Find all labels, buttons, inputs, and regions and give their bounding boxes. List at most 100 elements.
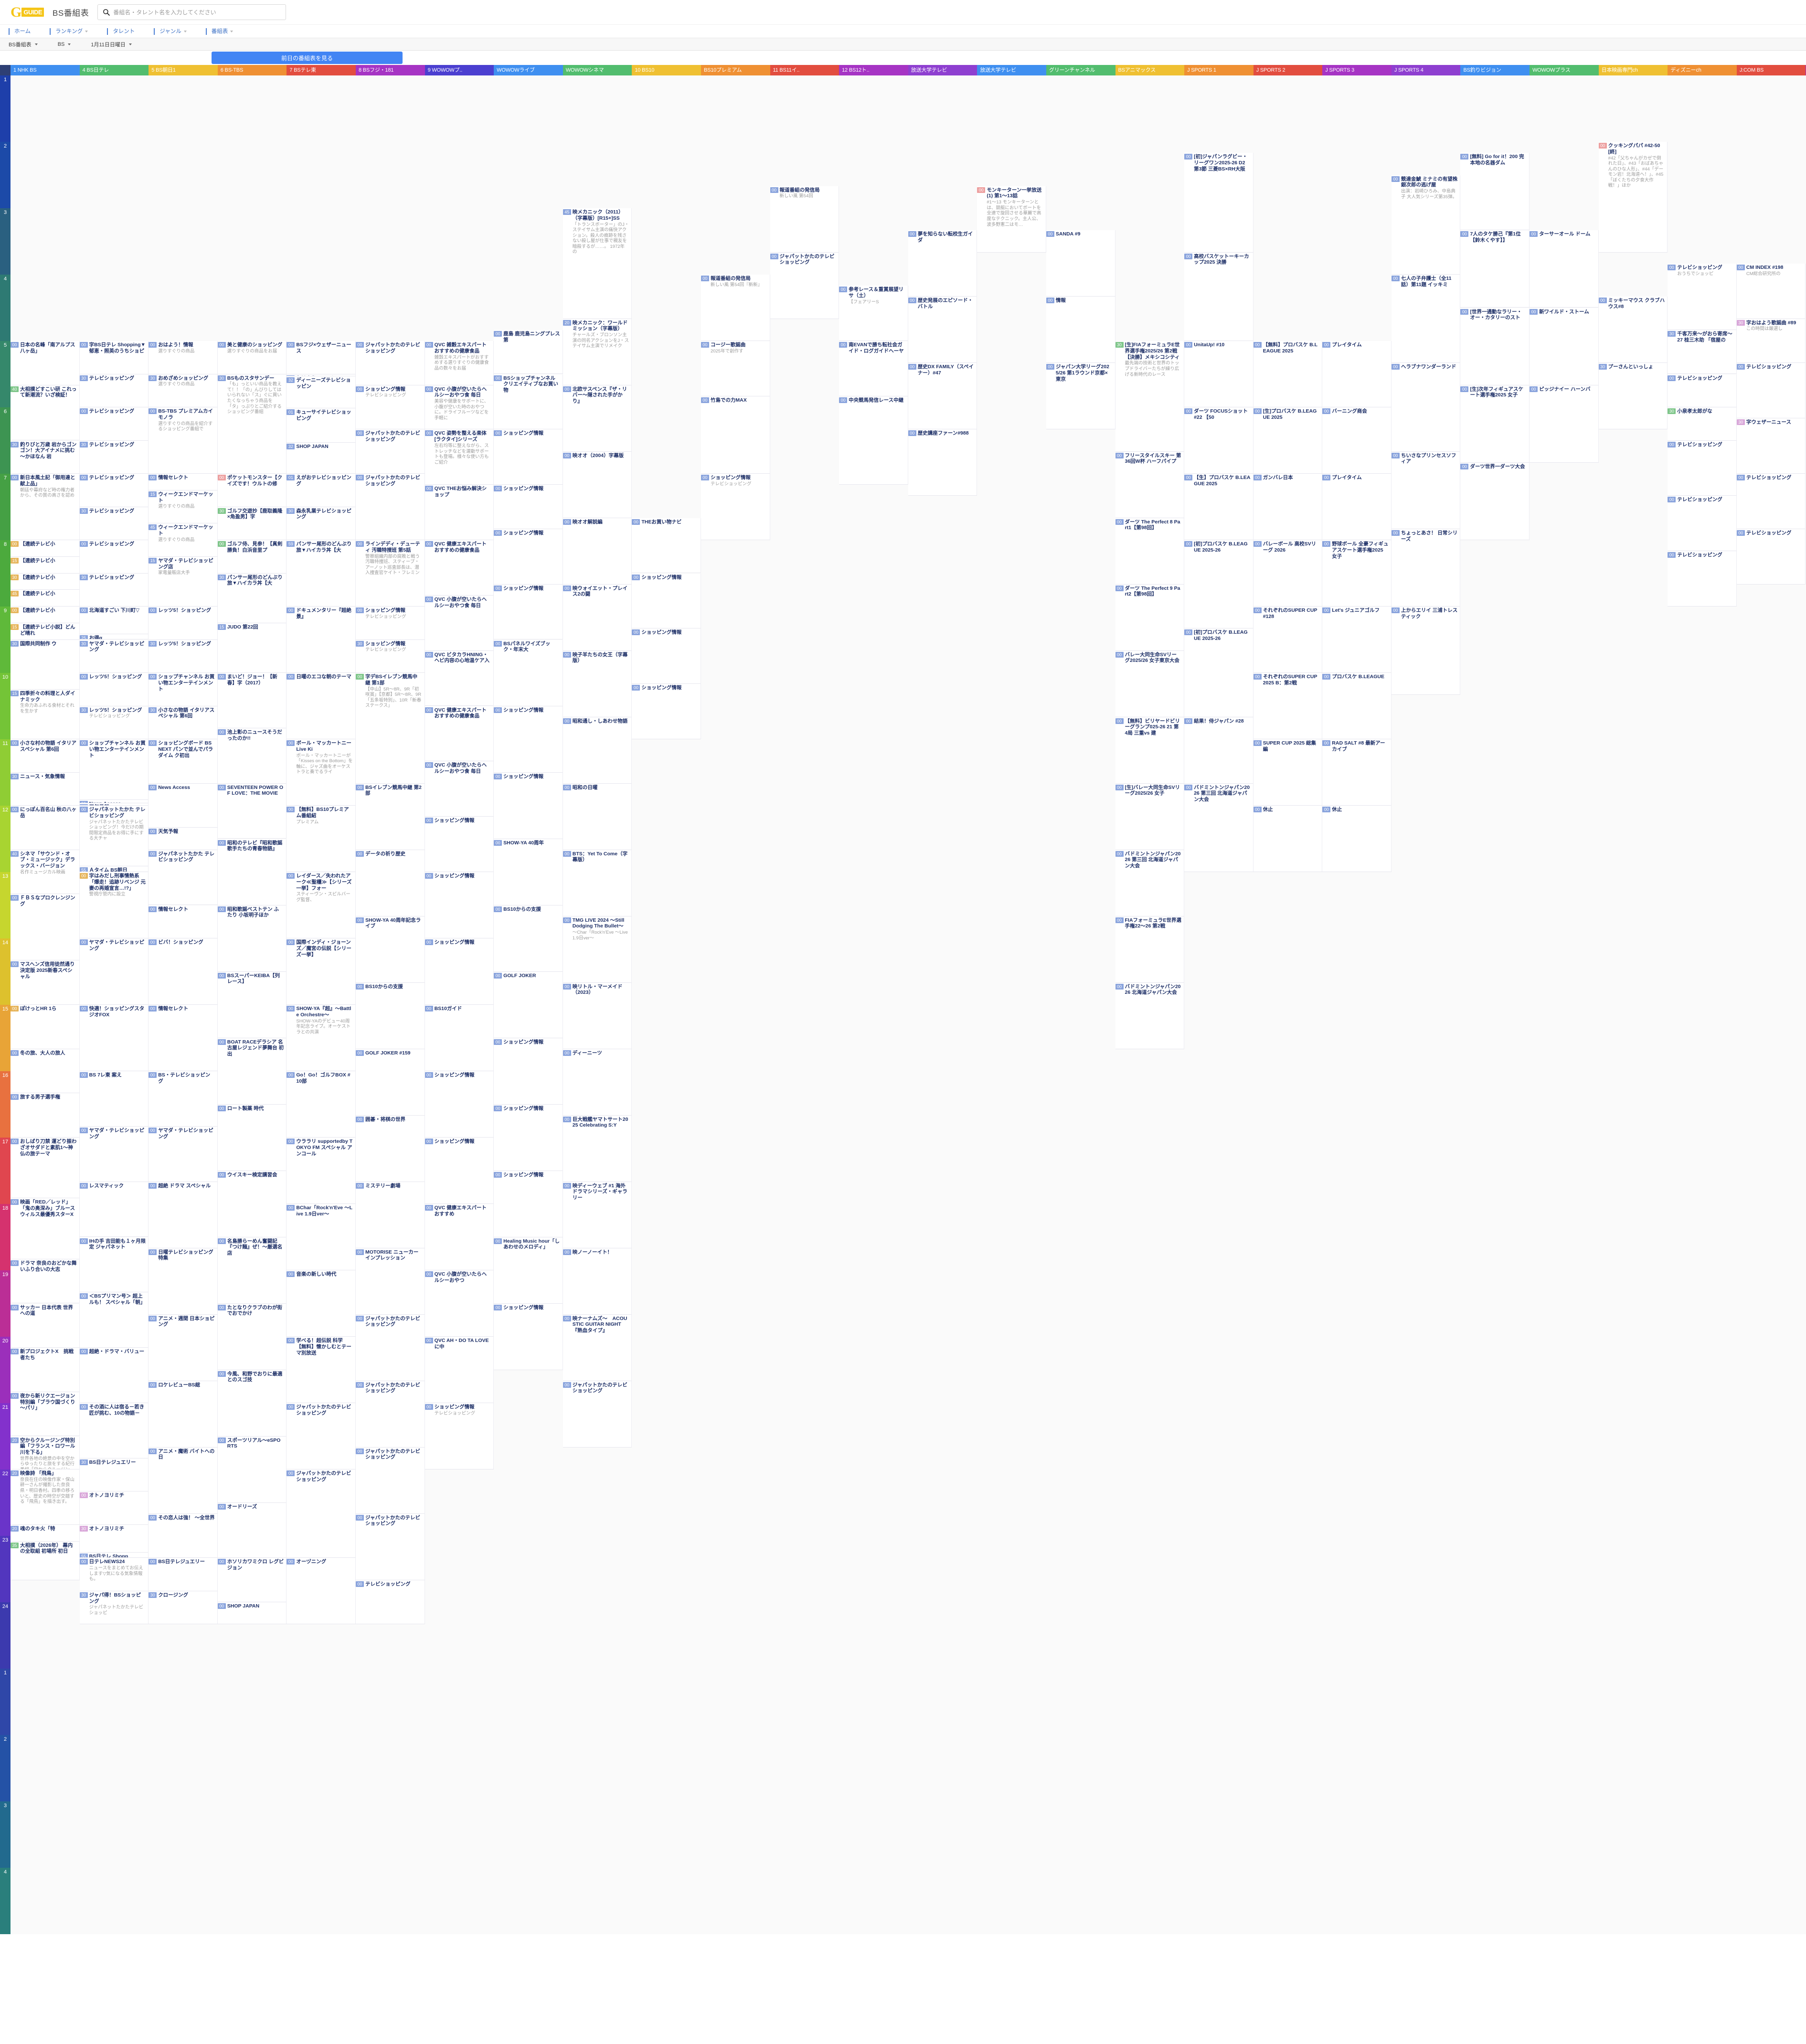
program-cell[interactable]: 00 競達金鯱 ミナミの有望株 銀次郎の逃げ屋 出演：岩崎ひろみ、中島典子 大人気シ… xyxy=(1391,175,1461,275)
program-cell[interactable]: 00 ぽけっとHR 1ら xyxy=(11,1005,80,1049)
program-cell[interactable]: 00 映ディーウェブ #1 海外ドラマシリーズ・ギャラリー xyxy=(563,1182,632,1248)
program-cell[interactable]: 00 学べる！超伝説 科学 【無料】懐かしむとテーマ別放送 xyxy=(287,1337,356,1403)
program-cell[interactable]: 45 映メカニック（2011）（字幕版）[R15+]SS 「トランスポーター」のJ・… xyxy=(563,208,632,319)
program-cell[interactable]: 00 アニメ・魔術 バイトへの日 xyxy=(149,1447,218,1514)
program-cell[interactable]: 00 ちいさなプリンセスソフィア xyxy=(1391,451,1461,529)
program-cell[interactable]: 00 今風、和野でおりに最適とのスゴ技 xyxy=(217,1370,287,1437)
program-cell[interactable]: 30おはようBSフジ xyxy=(287,374,356,377)
program-cell[interactable]: 00 ジャパットかたのテレビショッピング xyxy=(287,1403,356,1469)
program-cell[interactable]: 00 BS10からの支援 xyxy=(355,982,425,1049)
program-cell[interactable]: 00 テレビショッピング おうちでショッピ xyxy=(1668,263,1737,330)
program-cell[interactable]: 00 Let's ジュニアゴルフ xyxy=(1322,607,1392,673)
channel-header-16[interactable]: BSアニマックス xyxy=(1115,65,1185,75)
site-logo[interactable]: G GUIDE xyxy=(11,5,44,20)
program-cell[interactable]: 00 SHOW-YA 40周年記念ライブ xyxy=(355,916,425,983)
program-cell[interactable]: 00 快適！ショッピングスタジオFOX xyxy=(79,1005,149,1071)
program-cell[interactable]: 00 昭和のテレビ『昭和歌謡 歌手たちの青春物語』 xyxy=(217,839,287,905)
program-cell[interactable]: 00 映オオ解説編 xyxy=(563,518,632,585)
program-cell[interactable]: 15 【連続テレビ小説】どんど晴れ xyxy=(11,623,80,640)
program-cell[interactable]: 00 北海道すごい 下川町▽ xyxy=(79,607,149,634)
program-cell[interactable]: 30 【連続テレビ小 xyxy=(11,573,80,590)
program-cell[interactable]: 00 QVC 小腹が空いたらヘルシーおやつ食 毎日 美容や健康をサポートに、小腹が空… xyxy=(425,385,494,430)
program-cell[interactable]: 00 フリースタイルスキー 第36回W杯 ハーフパイプ xyxy=(1115,451,1185,518)
program-cell[interactable]: 00 ショッピング情報 テレビショッピング xyxy=(355,607,425,640)
program-cell[interactable]: 40 シネマ「サウンド・オブ・ミュージック」デラックス・バージョン 名作ミュージカル… xyxy=(11,850,80,894)
program-cell[interactable]: 00 ショッピング情報 xyxy=(494,584,563,640)
program-cell[interactable]: 00 新プロジェクトX 挑戦者たち xyxy=(11,1348,80,1392)
program-cell[interactable]: 00 冬の旅、大人の旅人 xyxy=(11,1049,80,1094)
program-cell[interactable]: 00 ドラマ 奈良のおどかな舞いふり合いの大志 xyxy=(11,1259,80,1304)
search-box[interactable] xyxy=(97,4,287,20)
program-cell[interactable]: 00 ダーツ FOCUSショット #22 【50 xyxy=(1184,407,1254,474)
program-cell[interactable]: 00 ジャパットかたのテレビショッピング xyxy=(355,474,425,540)
channel-header-23[interactable]: 日本映画専門ch xyxy=(1598,65,1668,75)
program-cell[interactable]: 00 7人のタケ勝己『第1位 【鈴木くやす】】 xyxy=(1460,230,1530,308)
program-cell[interactable]: 00 コージー歌謡曲 2025年で創作す xyxy=(701,341,770,396)
program-cell[interactable]: 00 バーニング商会 xyxy=(1322,407,1392,474)
program-cell[interactable]: 00 RAD SALT #8 最新アーカイブ xyxy=(1322,739,1392,806)
program-cell[interactable]: 00 BTS：Yet To Come（字幕版） xyxy=(563,850,632,916)
channel-header-9[interactable]: 10 BS10 xyxy=(632,65,701,75)
program-cell[interactable]: 00 ショッピング情報 xyxy=(425,817,494,872)
program-cell[interactable]: 30 字ウェザーニュース xyxy=(1736,418,1806,474)
channel-header-8[interactable]: WOWOWシネマ xyxy=(563,65,632,75)
program-cell[interactable]: 00 音楽の新しい時代 xyxy=(287,1270,356,1337)
program-cell[interactable]: 00 [生]次年フィギュアスケート選手権2025 女子 xyxy=(1460,385,1530,463)
program-cell[interactable]: 00 ショッピング情報 xyxy=(494,1038,563,1105)
program-cell[interactable]: 00 QVC AH・DO TA LOVEに中 xyxy=(425,1337,494,1403)
program-cell[interactable]: 00 THEお買い物ナビ xyxy=(632,518,701,574)
program-cell[interactable]: 00 結果！侍ジャパン #28 xyxy=(1184,717,1254,784)
program-cell[interactable]: 00 ショッピング情報 xyxy=(494,429,563,485)
program-cell[interactable]: 45 【連続テレビ小 xyxy=(11,590,80,607)
program-cell[interactable]: 00 ミッキーマウス クラブハウス#8 xyxy=(1598,297,1668,363)
program-cell[interactable]: 00 昭和の日曜 xyxy=(563,783,632,850)
program-cell[interactable]: 00 CM INDEX #198 CM総合研究所の xyxy=(1736,263,1806,319)
program-cell[interactable]: 00 【無料】BS10プレミアム番組紹 プレミアム xyxy=(287,806,356,872)
schedule-type-select[interactable]: BS番組表 xyxy=(9,41,38,48)
program-cell[interactable]: 30 釣りびと万歳 岩からゴンゴン！大アイナメに挑む～かほなん 岩 xyxy=(11,440,80,474)
program-cell[interactable]: 00 BSショップチャンネル クリエイティブなお買い物 xyxy=(494,374,563,430)
program-cell[interactable]: 00 レッツ5！ショッピング xyxy=(79,673,149,706)
program-cell[interactable]: 45 ウィークエンドマーケット 選りすぐりの商品 xyxy=(149,523,218,557)
program-cell[interactable]: 00 ＦＢＳなプロクレンジング xyxy=(11,894,80,961)
program-cell[interactable]: 00 夢を知らない転校生ガイダ xyxy=(908,230,977,297)
program-cell[interactable]: 00 映リトル・マーメイド（2023） xyxy=(563,982,632,1049)
program-cell[interactable]: 30 おめざめショッピング 選りすぐりの商品 xyxy=(149,374,218,407)
program-cell[interactable]: 00 クッキングパパ #42-50[終] #42「父ちゃんがカゼで倒れた日」、#43… xyxy=(1598,142,1668,253)
program-cell[interactable]: 00 QVC 健康エキスパートおすすめ xyxy=(425,1204,494,1270)
program-cell[interactable]: 00 ショッピング情報 xyxy=(425,872,494,938)
program-cell[interactable]: 00 BOAT RACEデラシア 名古屋レジェンド夢舞台 初出 xyxy=(217,1038,287,1105)
program-cell[interactable]: 00 プレイタイム xyxy=(1322,341,1392,407)
program-cell[interactable]: 30 千客万来～がおら寄席～27 桂三木助 「宿屋の xyxy=(1668,330,1737,374)
program-cell[interactable]: 00 ショッピング情報 xyxy=(632,684,701,739)
channel-header-17[interactable]: J SPORTS 1 xyxy=(1184,65,1254,75)
program-cell[interactable]: 15 ヤマダ・テレビショッピング店 家電量販店大手 xyxy=(149,556,218,607)
program-cell[interactable]: 00 字はみだし刑事情熱系 「爆走！追跡リベンジ 元妻の再婚宣言…!?」 警視庁管内… xyxy=(79,872,149,938)
program-cell[interactable]: 15 ウィークエンドマーケット 選りすぐりの商品 xyxy=(149,490,218,524)
program-cell[interactable]: 55 BS日テレ Shopp xyxy=(79,1552,149,1558)
program-cell[interactable]: 00 まいど！ジョー！【新春】字（2017） xyxy=(217,673,287,728)
program-cell[interactable]: 00 ロケレビューBS総 xyxy=(149,1381,218,1448)
program-cell[interactable]: 30 テレビショッピング xyxy=(79,374,149,407)
program-cell[interactable]: 00 それぞれのSUPER CUP #128 xyxy=(1253,607,1323,673)
channel-header-21[interactable]: BS釣りビジョン xyxy=(1460,65,1530,75)
program-cell[interactable]: 00 バドミントンジャパン2026 第三回 北海道ジャパン大会 xyxy=(1115,850,1185,916)
program-cell[interactable]: 00 字BS日テレ Shopping▼郁恵・照英のうちショピ xyxy=(79,341,149,374)
program-cell[interactable]: 00 ジャパットかたのテレビショッピング xyxy=(355,1314,425,1381)
program-cell[interactable]: 00 ダーツ世界一ダーツ大会 xyxy=(1460,462,1530,540)
program-cell[interactable]: 00 テレビショッピング xyxy=(1668,551,1737,607)
channel-header-18[interactable]: J SPORTS 2 xyxy=(1253,65,1323,75)
program-cell[interactable]: 30 パンサー尾形のどんぶり旅▼ハイカラ丼【大 xyxy=(217,573,287,623)
program-cell[interactable]: 00 オーヅニング xyxy=(287,1558,356,1625)
program-cell[interactable]: 30 BSものスタサンデー 「も」っといい商品を教えて！！「の」んびりしてはいられな… xyxy=(217,374,287,474)
program-cell[interactable]: 00 テレビショッピング xyxy=(1736,529,1806,585)
program-cell[interactable]: 00 テレビショッピング xyxy=(79,407,149,441)
program-cell[interactable]: 00 マスヘンズ信用徒然通り 決定版 2025新春スペシャル xyxy=(11,960,80,1005)
program-cell[interactable]: 00 南EVANで勝ち転社会ガイド・ログガイドヘーヤ xyxy=(839,341,908,396)
program-cell[interactable]: 00 FIAフォーミュラE世界選手権22～26 第2戦 xyxy=(1115,916,1185,983)
program-cell[interactable]: 00 休止 xyxy=(1253,806,1323,872)
program-cell[interactable]: 15 四季折々の料理と人ダイナミック 生命力あふれる食材とそれを生かす xyxy=(11,689,80,739)
program-cell[interactable]: 30 小泉孝太郎がな xyxy=(1668,407,1737,441)
program-cell[interactable]: 00 【連続テレビ小 xyxy=(11,540,80,557)
program-cell[interactable]: 00 バドミントンジャパン2026 北海道ジャパン大会 xyxy=(1115,982,1185,1049)
